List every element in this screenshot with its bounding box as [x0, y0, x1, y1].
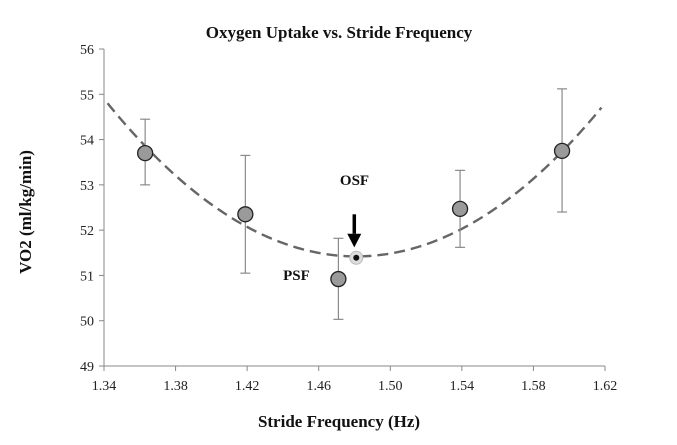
x-tick-label: 1.46: [306, 379, 331, 394]
x-tick-label: 1.58: [521, 379, 546, 394]
y-tick-label: 49: [80, 360, 94, 375]
y-tick-label: 55: [80, 88, 94, 103]
y-tick-label: 54: [80, 134, 94, 149]
y-axis-label: VO2 (ml/kg/min): [16, 150, 35, 274]
y-tick-label: 53: [80, 179, 94, 194]
y-tick-label: 50: [80, 315, 94, 330]
chart-title: Oxygen Uptake vs. Stride Frequency: [206, 23, 473, 42]
x-axis-label: Stride Frequency (Hz): [258, 412, 420, 431]
x-tick-label: 1.38: [163, 379, 188, 394]
x-tick-label: 1.34: [92, 379, 117, 394]
y-tick-label: 52: [80, 224, 94, 239]
annotations: OSF PSF: [283, 173, 369, 284]
x-tick-label: 1.54: [450, 379, 475, 394]
data-point: [237, 206, 254, 223]
data-point: [137, 145, 154, 162]
x-tick-label: 1.62: [593, 379, 618, 394]
axes: 49 50 51 52 53 54 55 56 1.34 1.38 1.42 1.46 1.50 1.54…: [80, 43, 617, 394]
data-point: [553, 142, 571, 160]
fit-curve: [106, 102, 603, 258]
osf-label: OSF: [340, 173, 369, 189]
y-tick-label: 51: [80, 269, 94, 284]
y-tick-label: 56: [80, 43, 94, 58]
osf-marker: [353, 254, 360, 261]
data-point: [451, 200, 469, 218]
x-tick-label: 1.50: [378, 379, 403, 394]
fit-curve-layer: [106, 102, 603, 258]
data-point: [330, 270, 347, 288]
psf-label: PSF: [283, 268, 310, 284]
x-tick-label: 1.42: [235, 379, 260, 394]
osf-arrow-head: [347, 233, 362, 248]
data-points: [137, 142, 571, 288]
